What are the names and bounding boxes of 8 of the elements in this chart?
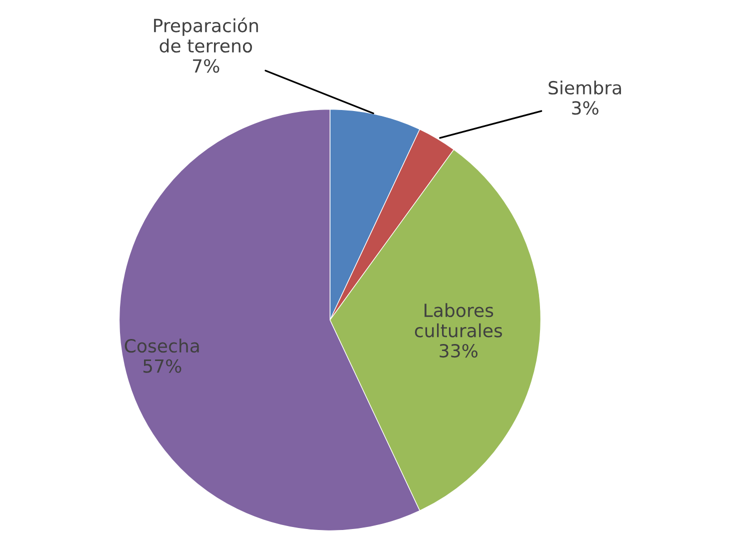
slice-label: Cosecha	[124, 338, 199, 353]
data-label: 33%	[440, 344, 478, 358]
data-label: 7%	[193, 59, 220, 73]
data-label: 57%	[143, 359, 182, 373]
slice-label: Labores culturales	[414, 303, 502, 338]
data-label: 3%	[572, 101, 598, 115]
slice-label: Preparación de terreno	[154, 18, 258, 53]
slice-label: Siembra	[548, 80, 621, 95]
